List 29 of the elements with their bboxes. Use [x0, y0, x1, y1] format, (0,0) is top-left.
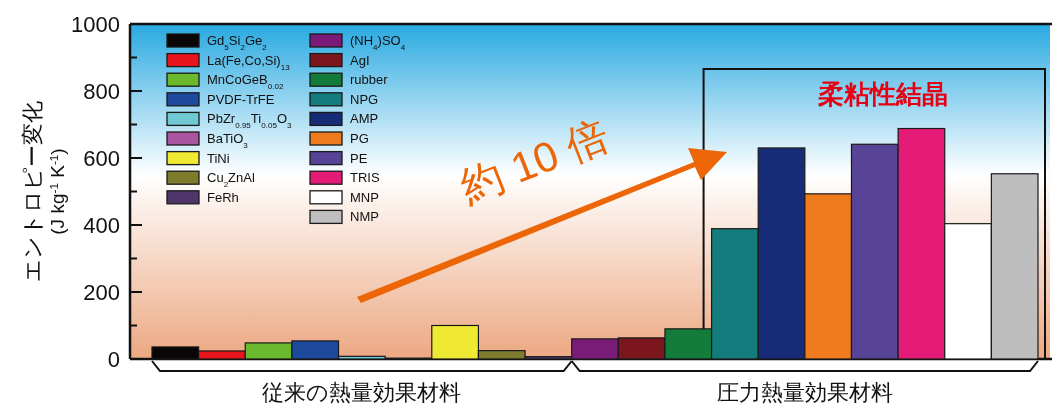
legend-label: TRIS	[350, 170, 380, 186]
annotation: 約 10 倍	[454, 111, 615, 212]
legend-label: BaTiO$_{3}$	[207, 131, 249, 150]
y-tick-label: 600	[83, 146, 120, 171]
legend-label: MnCoGeB$_{0.02}$	[207, 72, 284, 91]
legend-label: MNP	[350, 189, 379, 205]
legend-label: NMP	[350, 209, 379, 225]
legend-label: Cu$_{2}$ZnAl	[207, 170, 255, 189]
text: 従来の熱量効果材料	[262, 380, 462, 405]
y-tick-label: 800	[83, 79, 120, 104]
legend-label: AMP	[350, 111, 379, 127]
legend-label: (NH$_{4}$)SO$_{4}$	[350, 33, 406, 52]
legend-label: La(Fe,Co,Si)$_{13}$	[207, 52, 291, 72]
text: 圧力熱量効果材料	[716, 380, 893, 405]
y-tick-label: 400	[83, 213, 120, 238]
legend-label: TiNi	[207, 150, 230, 166]
y-tick-label: 200	[83, 280, 120, 305]
y-tick-label: 1000	[71, 12, 120, 37]
legend-label: NPG	[350, 91, 379, 107]
legend-label: Gd$_{5}$Si$_{2}$Ge$_{2}$	[207, 33, 268, 52]
legend-label: PE	[350, 150, 368, 166]
legend-label: AgI	[350, 52, 370, 68]
legend-label: PVDF-TrFE	[207, 91, 275, 107]
annotation: 柔粘性結晶	[816, 79, 948, 109]
legend-label: PG	[350, 131, 369, 146]
y-tick-label: 0	[107, 347, 120, 372]
legend-label: FeRh	[207, 189, 239, 205]
legend-label: rubber	[350, 72, 389, 88]
legend-label: PbZr$_{0.95}$Ti$_{0.05}$O$_{3}$	[207, 111, 292, 130]
